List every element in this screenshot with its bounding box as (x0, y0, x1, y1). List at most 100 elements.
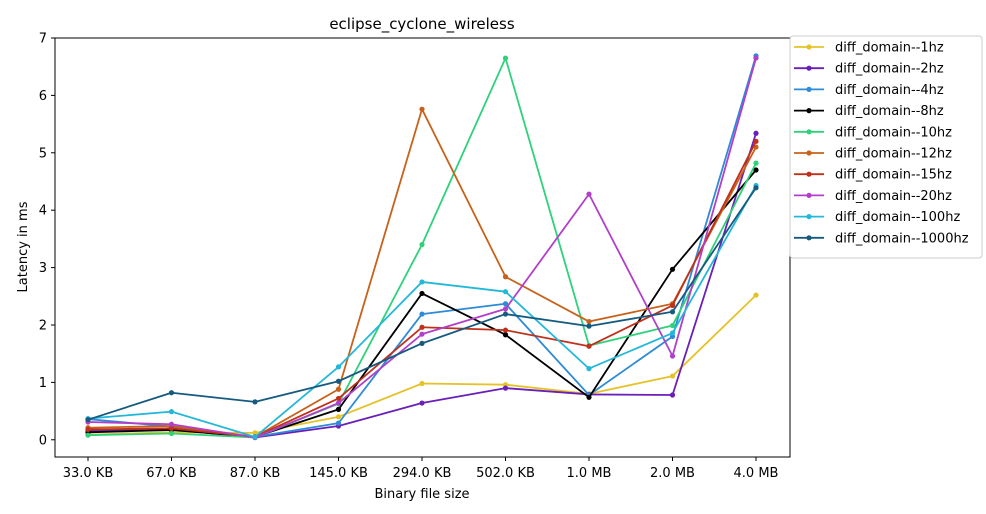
legend-item: diff_domain--20hz (794, 189, 952, 204)
legend-box (789, 35, 983, 259)
data-point (419, 242, 425, 248)
data-point (85, 426, 91, 433)
data-point (753, 55, 759, 61)
legend-marker (806, 235, 812, 241)
data-point (85, 417, 91, 423)
legend-item: diff_domain--10hz (794, 125, 952, 140)
data-point (419, 331, 425, 337)
y-tick-label: 5 (39, 146, 47, 161)
data-point (419, 290, 425, 297)
legend-marker (806, 86, 812, 92)
x-axis-label: Binary file size (374, 487, 469, 502)
legend-label: diff_domain--15hz (835, 168, 952, 183)
data-point (502, 55, 509, 61)
data-point (502, 274, 509, 280)
data-point (586, 394, 592, 400)
data-point (419, 340, 425, 346)
data-point (335, 395, 342, 402)
legend-label: diff_domain--12hz (835, 147, 952, 162)
y-tick-label: 3 (39, 261, 47, 276)
x-tick-label: 1.0 MB (567, 466, 612, 481)
x-tick-label: 33.0 KB (63, 466, 114, 481)
data-point (669, 302, 676, 309)
x-axis: 33.0 KB 67.0 KB 87.0 KB 145.0 KB 294.0 KB 502… (63, 457, 778, 481)
data-point (252, 399, 258, 405)
legend-item: diff_domain--12hz (794, 147, 952, 162)
legend-label: diff_domain--1000hz (835, 231, 969, 246)
legend-marker (806, 192, 812, 198)
x-tick-label: 294.0 KB (393, 466, 452, 481)
data-point (753, 292, 759, 298)
data-point (669, 309, 676, 315)
legend-marker (806, 214, 812, 220)
series-diff_domain--1000hz (85, 185, 759, 423)
data-point (753, 167, 759, 173)
legend-item: diff_domain--100hz (794, 210, 960, 225)
data-point (419, 400, 425, 406)
y-tick-label: 0 (39, 433, 47, 448)
data-point (502, 332, 509, 338)
legend-label: diff_domain--4hz (835, 83, 944, 98)
legend-marker (806, 44, 812, 50)
y-tick-label: 6 (39, 89, 47, 104)
x-tick-label: 87.0 KB (230, 466, 281, 481)
legend-label: diff_domain--8hz (835, 104, 944, 119)
data-point (586, 366, 592, 372)
data-point (168, 421, 175, 427)
data-point (669, 330, 676, 336)
legend-item: diff_domain--15hz (794, 168, 952, 183)
data-point (502, 385, 509, 391)
data-point (502, 327, 509, 333)
data-point (168, 409, 175, 415)
y-tick-label: 7 (39, 32, 47, 47)
y-tick-label: 2 (39, 318, 47, 333)
legend-label: diff_domain--20hz (835, 189, 952, 204)
plot-area (85, 53, 759, 441)
legend-label: diff_domain--10hz (835, 125, 952, 140)
y-tick-label: 1 (39, 376, 47, 391)
data-point (252, 434, 258, 440)
x-tick-label: 502.0 KB (476, 466, 535, 481)
data-point (168, 390, 175, 396)
data-point (85, 432, 91, 438)
data-point (168, 430, 175, 437)
data-point (502, 289, 509, 295)
legend-marker (806, 150, 812, 156)
data-point (502, 301, 509, 307)
data-point (586, 191, 592, 197)
legend-marker (806, 171, 812, 177)
data-point (669, 392, 676, 398)
data-point (753, 185, 759, 191)
legend-item: diff_domain--1hz (794, 41, 944, 56)
data-point (419, 324, 425, 330)
data-point (335, 364, 342, 370)
data-point (753, 138, 759, 144)
legend-item: diff_domain--1000hz (794, 231, 969, 246)
data-point (419, 380, 425, 387)
data-point (669, 322, 676, 329)
x-tick-label: 145.0 KB (309, 466, 368, 481)
data-point (419, 106, 425, 112)
data-point (335, 400, 342, 406)
data-point (669, 266, 676, 272)
y-axis-label: Latency in ms (16, 201, 31, 292)
legend: diff_domain--1hz diff_domain--2hz diff_dom… (789, 35, 983, 259)
legend-item: diff_domain--8hz (794, 104, 944, 119)
data-point (335, 378, 342, 384)
legend-marker (806, 65, 812, 71)
data-point (335, 420, 342, 426)
data-point (669, 353, 676, 359)
data-point (586, 318, 592, 325)
data-point (753, 130, 759, 136)
data-point (419, 311, 425, 317)
data-point (419, 279, 425, 285)
data-point (335, 406, 342, 412)
chart-title: eclipse_cyclone_wireless (329, 15, 515, 34)
legend-item: diff_domain--2hz (794, 62, 944, 77)
data-point (669, 373, 676, 379)
legend-marker (806, 108, 812, 114)
y-tick-label: 4 (39, 204, 47, 219)
data-point (335, 414, 342, 420)
legend-label: diff_domain--100hz (835, 210, 960, 225)
